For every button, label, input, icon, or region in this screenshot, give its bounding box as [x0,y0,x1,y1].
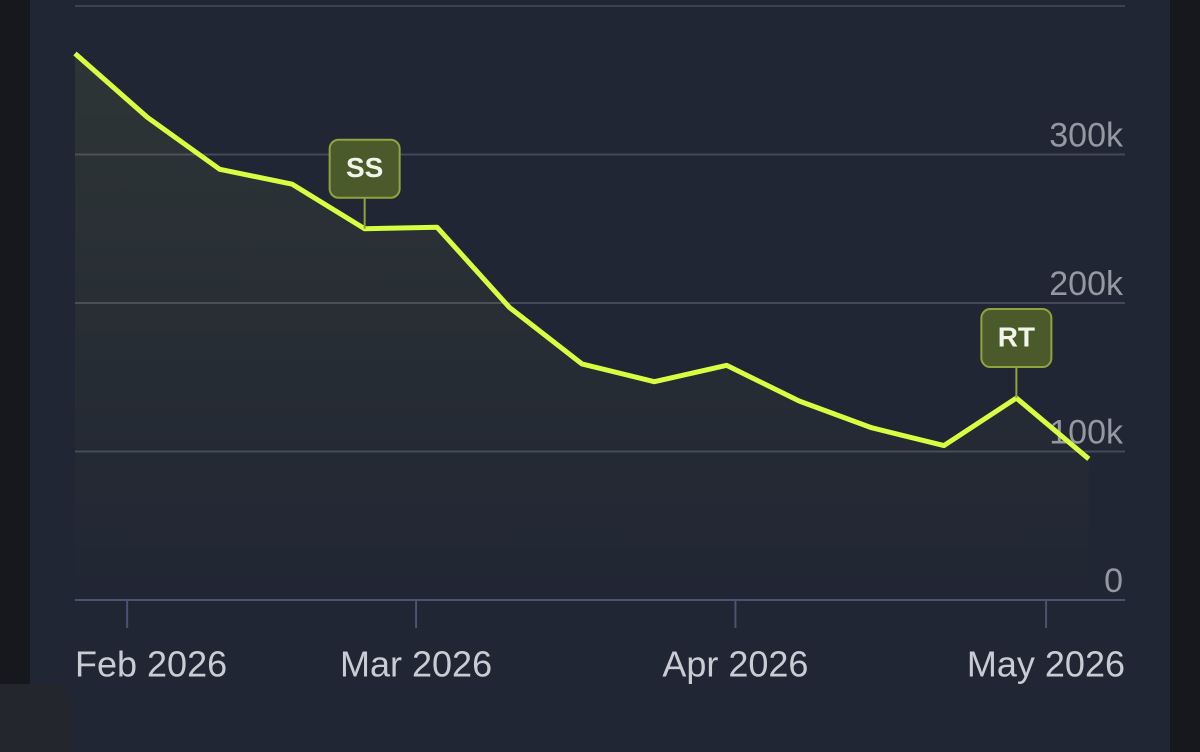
annotation-label: RT [998,321,1035,352]
y-tick-label: 200k [1049,265,1124,303]
corner-button[interactable] [0,684,72,752]
annotation-label: SS [346,152,383,183]
line-series [73,51,1091,461]
y-tick-label: 300k [1049,116,1124,154]
area-fill [75,53,1089,600]
y-tick-label: 0 [1104,562,1123,600]
x-tick-label: May 2026 [967,644,1125,685]
x-tick-label: Feb 2026 [75,644,227,685]
annotation-badge [328,138,401,199]
x-tick-label: Apr 2026 [662,644,808,685]
x-tick-label: Mar 2026 [340,644,492,685]
annotation-badge [980,308,1053,369]
